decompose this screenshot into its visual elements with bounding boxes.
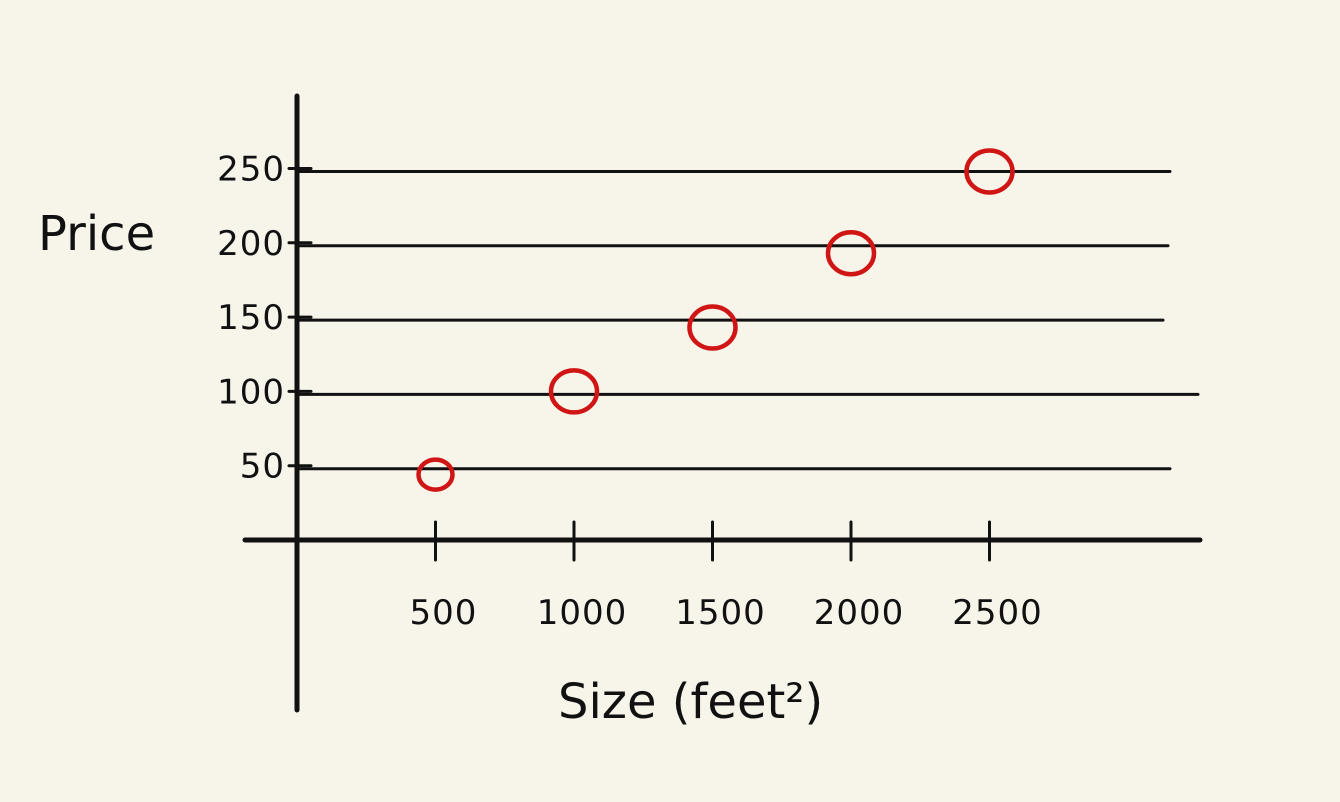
x-axis-title: Size (feet²) xyxy=(558,674,823,730)
x-tick-label-2500: 2500 xyxy=(952,593,1043,633)
x-tick-label-2000: 2000 xyxy=(814,593,905,633)
x-tick-label-1000: 1000 xyxy=(537,593,628,633)
data-point-1500 xyxy=(687,304,738,351)
data-point-2000 xyxy=(825,229,877,277)
x-tick-label-500: 500 xyxy=(410,593,478,633)
gridlines xyxy=(295,170,1200,471)
y-tick-label-50: 50 xyxy=(240,447,285,487)
axes xyxy=(242,93,1203,713)
y-tick-label-200: 200 xyxy=(217,224,285,264)
ticks: 50 100 150 200 250 500 1000 1500 2000 2500 xyxy=(217,150,1043,634)
y-tick-label-100: 100 xyxy=(217,372,285,412)
data-point-500 xyxy=(416,457,455,492)
data-points xyxy=(416,148,1015,492)
y-axis-title: Price xyxy=(38,206,155,262)
x-tick-label-1500: 1500 xyxy=(675,593,766,633)
y-tick-label-250: 250 xyxy=(217,150,285,190)
data-point-2500 xyxy=(964,148,1015,195)
y-tick-label-150: 150 xyxy=(217,298,285,338)
data-point-1000 xyxy=(548,368,600,415)
